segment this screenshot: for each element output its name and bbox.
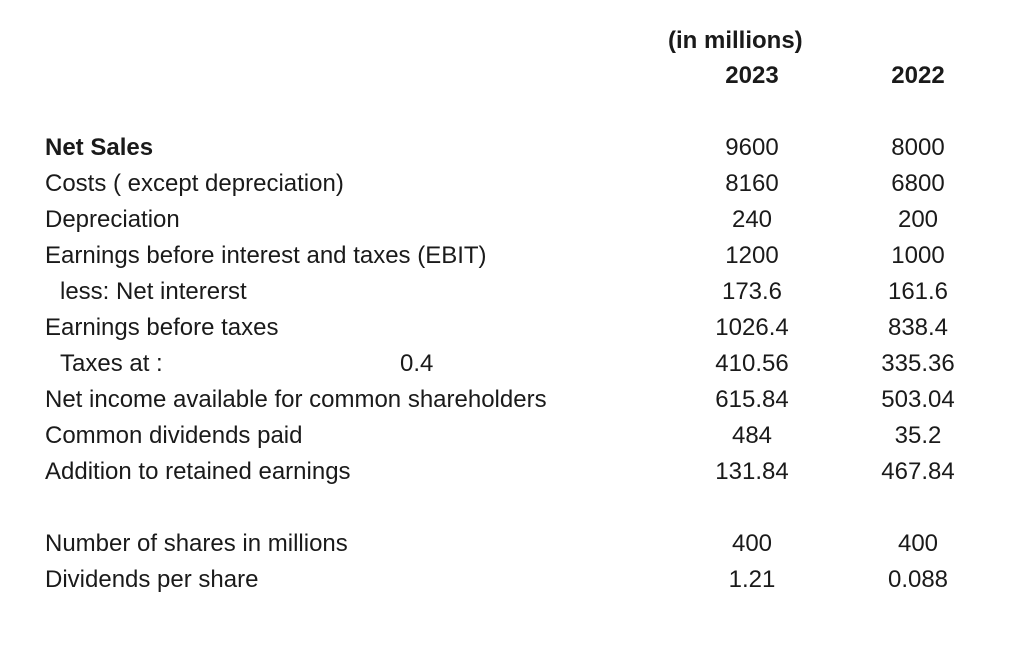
- retained-earnings-2023: 131.84: [715, 458, 789, 485]
- net-sales-2023: 9600: [725, 134, 779, 161]
- dps-2023: 1.21: [728, 566, 776, 593]
- net-interest-2023: 173.6: [721, 278, 783, 305]
- ebit-2023: 1200: [725, 242, 779, 269]
- year-2022-header: 2022: [891, 62, 945, 89]
- dividends-paid-2022: 35.2: [894, 422, 942, 449]
- depreciation-2023: 240: [731, 206, 773, 233]
- net-income-2023: 615.84: [715, 386, 789, 413]
- tax-rate-value: 0.4: [400, 350, 434, 377]
- row-label-dividends-paid: Common dividends paid: [45, 422, 303, 449]
- taxes-2023: 410.56: [715, 350, 789, 377]
- row-label-ebt: Earnings before taxes: [45, 314, 279, 341]
- year-2023-header: 2023: [725, 62, 779, 89]
- depreciation-2022: 200: [897, 206, 939, 233]
- row-label-dps: Dividends per share: [45, 566, 259, 593]
- net-income-2022: 503.04: [881, 386, 955, 413]
- retained-earnings-2022: 467.84: [881, 458, 955, 485]
- units-header: (in millions): [668, 27, 803, 54]
- row-label-net-income: Net income available for common sharehol…: [45, 386, 547, 413]
- row-label-taxes: Taxes at :: [60, 350, 163, 377]
- costs-2023: 8160: [725, 170, 779, 197]
- costs-2022: 6800: [891, 170, 945, 197]
- row-label-retained-earnings: Addition to retained earnings: [45, 458, 351, 485]
- row-label-costs: Costs ( except depreciation): [45, 170, 344, 197]
- ebit-2022: 1000: [891, 242, 945, 269]
- ebt-2022: 838.4: [887, 314, 949, 341]
- ebt-2023: 1026.4: [715, 314, 789, 341]
- taxes-2022: 335.36: [881, 350, 955, 377]
- dividends-paid-2023: 484: [731, 422, 773, 449]
- net-sales-2022: 8000: [891, 134, 945, 161]
- net-interest-2022: 161.6: [887, 278, 949, 305]
- row-label-ebit: Earnings before interest and taxes (EBIT…: [45, 242, 487, 269]
- row-label-depreciation: Depreciation: [45, 206, 180, 233]
- row-label-net-interest: less: Net intererst: [60, 278, 247, 305]
- shares-2022: 400: [897, 530, 939, 557]
- row-label-shares: Number of shares in millions: [45, 530, 348, 557]
- shares-2023: 400: [731, 530, 773, 557]
- row-label-net-sales: Net Sales: [45, 134, 154, 161]
- dps-2022: 0.088: [887, 566, 949, 593]
